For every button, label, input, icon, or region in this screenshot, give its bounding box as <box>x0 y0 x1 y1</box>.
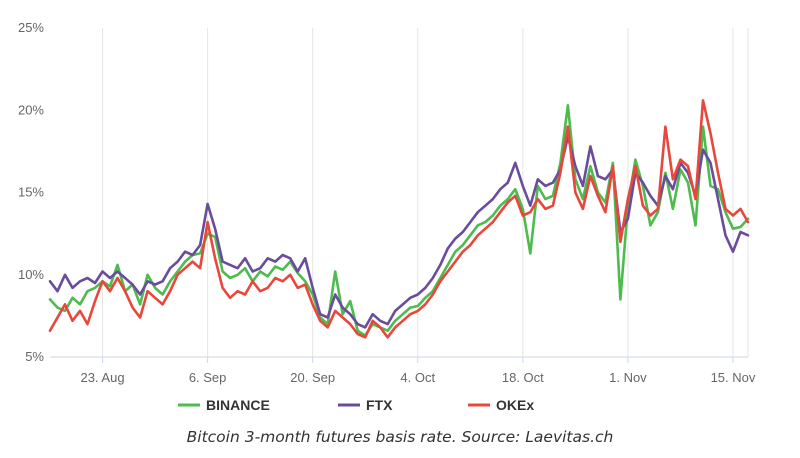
y-tick-label: 25% <box>18 20 44 35</box>
legend-item-okex[interactable]: OKEx <box>468 397 534 413</box>
legend-label: BINANCE <box>206 397 270 413</box>
grid <box>102 28 749 357</box>
chart-svg: 23. Aug 6. Sep 20. Sep 4. Oct 18. Oct 1. Nov 1… <box>18 20 756 413</box>
x-tick-label: 23. Aug <box>80 370 124 385</box>
x-tick-label: 15. Nov <box>711 370 756 385</box>
axes: 23. Aug 6. Sep 20. Sep 4. Oct 18. Oct 1. Nov 1… <box>18 20 756 385</box>
x-tick-label: 6. Sep <box>189 370 227 385</box>
x-tick-label: 1. Nov <box>609 370 647 385</box>
legend-item-ftx[interactable]: FTX <box>338 397 393 413</box>
x-tick-label: 4. Oct <box>400 370 435 385</box>
y-tick-label: 10% <box>18 267 44 282</box>
series-lines <box>48 99 750 339</box>
x-tick-label: 18. Oct <box>502 370 544 385</box>
figure-caption: Bitcoin 3-month futures basis rate. Sour… <box>186 428 614 446</box>
legend-item-binance[interactable]: BINANCE <box>178 397 270 413</box>
series-line-binance[interactable] <box>48 104 750 337</box>
legend-label: OKEx <box>496 397 534 413</box>
chart: 23. Aug 6. Sep 20. Sep 4. Oct 18. Oct 1. Nov 1… <box>18 20 756 413</box>
y-tick-label: 15% <box>18 185 44 200</box>
y-tick-label: 5% <box>25 349 44 364</box>
x-tick-label: 20. Sep <box>290 370 335 385</box>
series-line-ftx[interactable] <box>48 135 750 329</box>
legend[interactable]: BINANCE FTX OKEx <box>178 397 534 413</box>
legend-label: FTX <box>366 397 393 413</box>
y-tick-label: 20% <box>18 102 44 117</box>
series-line-okex[interactable] <box>48 99 750 339</box>
